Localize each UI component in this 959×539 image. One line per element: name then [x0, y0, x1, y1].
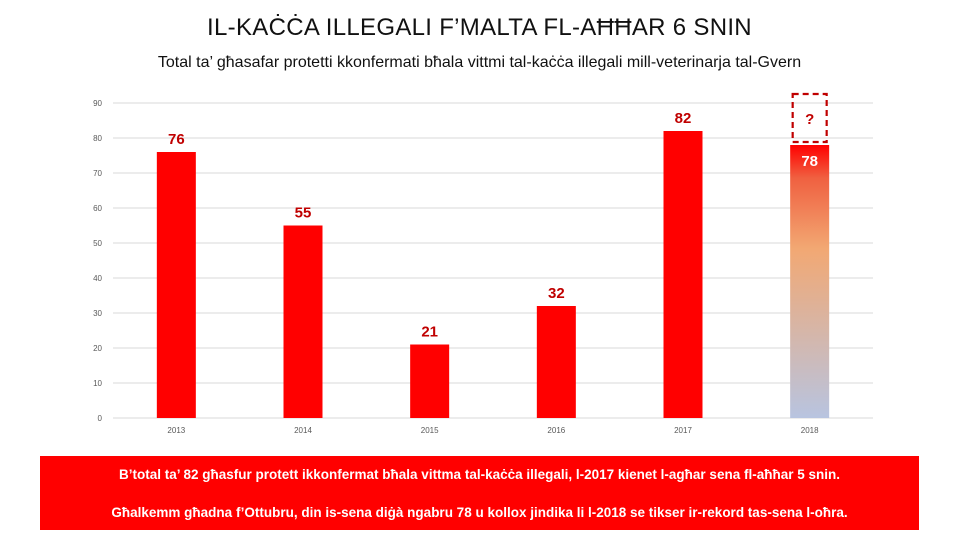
gridlines — [113, 102, 873, 419]
data-label: 32 — [548, 285, 565, 302]
bar-2017 — [663, 131, 703, 418]
y-tick-label: 10 — [93, 379, 102, 388]
y-tick-label: 90 — [93, 99, 102, 108]
y-tick-label: 60 — [93, 204, 102, 213]
chart-subtitle: Total ta’ għasafar protetti kkonfermati … — [157, 54, 802, 71]
banner-line-2: Għalkemm għadna f’Ottubru, din is-sena d… — [111, 505, 848, 520]
data-label: 78 — [801, 153, 818, 170]
y-tick-label: 50 — [93, 239, 102, 248]
bar-2013 — [156, 152, 196, 418]
bar-2016 — [536, 306, 576, 418]
bars — [156, 131, 830, 418]
bar-2018 — [790, 145, 830, 418]
dashed-box — [791, 92, 828, 144]
banner-line-1: B’total ta’ 82 għasfur protett ikkonferm… — [119, 467, 840, 482]
y-tick-label: 20 — [93, 344, 102, 353]
question-mark: ? — [805, 111, 814, 128]
x-tick-label: 2013 — [167, 426, 185, 435]
y-axis: 0 10 20 30 40 50 60 70 80 90 — [93, 99, 102, 423]
data-label: 82 — [675, 110, 692, 127]
y-tick-label: 0 — [98, 414, 103, 423]
y-tick-label: 80 — [93, 134, 102, 143]
x-tick-label: 2014 — [294, 426, 312, 435]
x-tick-label: 2017 — [674, 426, 692, 435]
x-tick-label: 2018 — [801, 426, 819, 435]
annotations: ? — [791, 92, 828, 144]
data-label: 55 — [295, 205, 312, 222]
x-axis: 2013 2014 2015 2016 2017 2018 — [167, 426, 819, 435]
x-tick-label: 2015 — [421, 426, 439, 435]
chart-title: IL-KAĊĊA ILLEGALI F’MALTA FL-AĦĦAR 6 SNI… — [207, 14, 752, 41]
y-tick-label: 30 — [93, 309, 102, 318]
y-tick-label: 70 — [93, 169, 102, 178]
data-labels: 76 55 21 32 82 78 — [168, 110, 818, 341]
y-tick-label: 40 — [93, 274, 102, 283]
x-tick-label: 2016 — [547, 426, 565, 435]
data-label: 76 — [168, 131, 185, 148]
data-label: 21 — [421, 324, 438, 341]
summary-banner: B’total ta’ 82 għasfur protett ikkonferm… — [40, 456, 919, 530]
bar-2015 — [410, 344, 450, 418]
bar-2014 — [283, 225, 323, 418]
bar-chart: 0 10 20 30 40 50 60 70 80 90 2013 2014 2015 2016 2017… — [93, 92, 873, 435]
